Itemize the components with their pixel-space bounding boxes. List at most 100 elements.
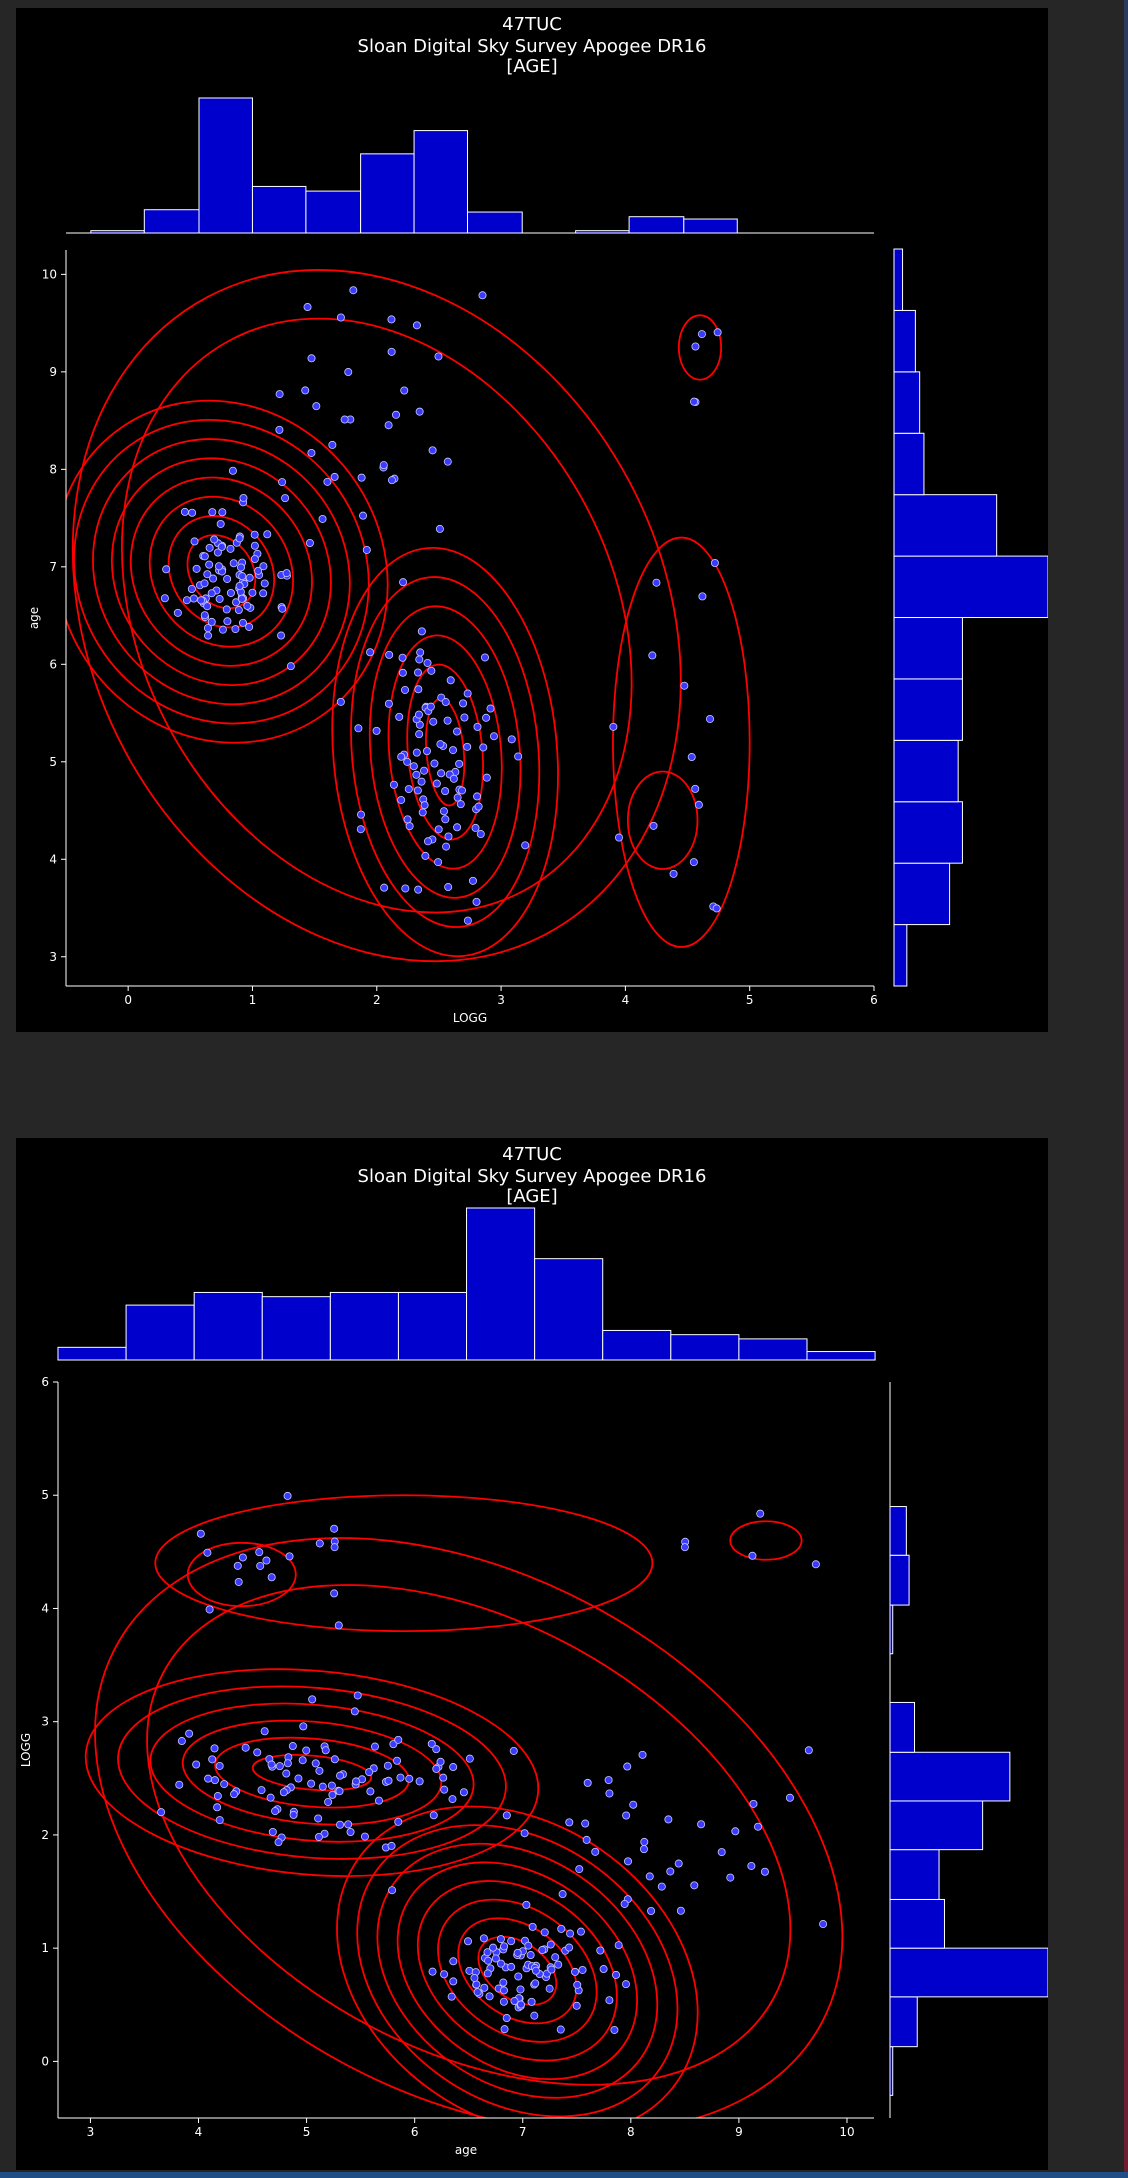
scatter-point [203,570,212,579]
scatter-point [185,1729,194,1738]
scatter-point [578,1965,587,1974]
scatter-point [811,1560,820,1569]
scatter-point [468,876,477,885]
scatter-point [449,774,458,783]
right-histogram-bar [893,801,963,864]
scatter-point [545,1984,554,1993]
scatter-point [233,1561,242,1570]
scatter-point [387,476,396,485]
scatter-point [499,1986,508,1995]
scatter-point [698,592,707,601]
scatter-point [415,655,424,664]
scatter-point [443,457,452,466]
scatter-point [565,1818,574,1827]
scatter-point [429,1811,438,1820]
scatter-point [238,572,247,581]
top-histogram-bar [57,1346,127,1361]
scatter-point [470,1973,479,1982]
scatter-point [162,565,171,574]
scatter-point [401,685,410,694]
scatter-point [243,601,252,610]
scatter-point [621,1980,630,1989]
scatter-point [308,1695,317,1704]
x-tick-label: 6 [411,2125,419,2139]
scatter-point [259,562,268,571]
scatter-point [213,1792,222,1801]
scatter-point [394,1735,403,1744]
scatter-point [785,1793,794,1802]
x-tick-label: 4 [622,993,630,1007]
scatter-point [180,507,189,516]
scatter-point [614,833,623,842]
scatter-point [489,732,498,741]
scatter-point [255,1548,264,1557]
scatter-point [223,574,232,583]
scatter-point [428,1967,437,1976]
scatter-point [460,713,469,722]
scatter-point [271,1807,280,1816]
scatter-point [582,1835,591,1844]
right-histogram-bar [889,1947,1048,1998]
scatter-point [328,1790,337,1799]
scatter-point [384,1776,393,1785]
kde-contour-line [71,269,682,963]
scatter-point [524,1941,533,1950]
scatter-point [350,1707,359,1716]
scatter-point [274,1838,283,1847]
scatter-point [282,569,291,578]
scatter-point [260,579,269,588]
scatter-point [689,858,698,867]
scatter-point [645,1872,654,1881]
scatter-point [697,330,706,339]
scatter-point [463,742,472,751]
y-tick-label: 7 [49,560,57,574]
scatter-point [330,1524,339,1533]
kde-contour-line [376,1842,659,2099]
scatter-point [226,588,235,597]
scatter-point [421,851,430,860]
scatter-point [605,1789,614,1798]
right-histogram-bar [893,862,951,926]
scatter-point [218,625,227,634]
chart-subtitle: Sloan Digital Sky Survey Apogee DR16 [358,1166,707,1187]
kde-contour-line [84,1668,540,1877]
scatter-point [380,883,389,892]
scatter-point [182,596,191,605]
scatter-point [605,1996,614,2005]
scatter-point [731,1827,740,1836]
scatter-point [365,1768,374,1777]
scatter-point [387,315,396,324]
scatter-point [298,1756,307,1765]
right-histogram-bar [889,1554,910,1606]
scatter-point [426,702,435,711]
scatter-point [754,1822,763,1831]
scatter-point [268,1827,277,1836]
kde-contour-line [396,1861,638,2081]
scatter-point [208,1755,217,1764]
scatter-point [420,766,429,775]
scatter-point [444,832,453,841]
scatter-point [499,1997,508,2006]
scatter-point [507,735,516,744]
scatter-point [430,759,439,768]
scatter-point [456,800,465,809]
scatter-point [819,1920,828,1929]
scatter-point [307,354,316,363]
scatter-point [483,1969,492,1978]
scatter-point [357,810,366,819]
scatter-point [432,1764,441,1773]
right-histogram-bar [889,1751,1011,1802]
scatter-point [413,668,422,677]
scatter-point [398,668,407,677]
top-histogram-bar [466,1207,536,1361]
scatter-point [215,1761,224,1770]
scatter-point [222,605,231,614]
scatter-point [328,440,337,449]
chart-subtitle: Sloan Digital Sky Survey Apogee DR16 [358,36,707,57]
scatter-point [471,823,480,832]
x-tick-label: 3 [87,2125,95,2139]
scatter-point [680,681,689,690]
top-histogram-bar [143,209,200,234]
scatter-point [226,544,235,553]
scatter-point [649,821,658,830]
